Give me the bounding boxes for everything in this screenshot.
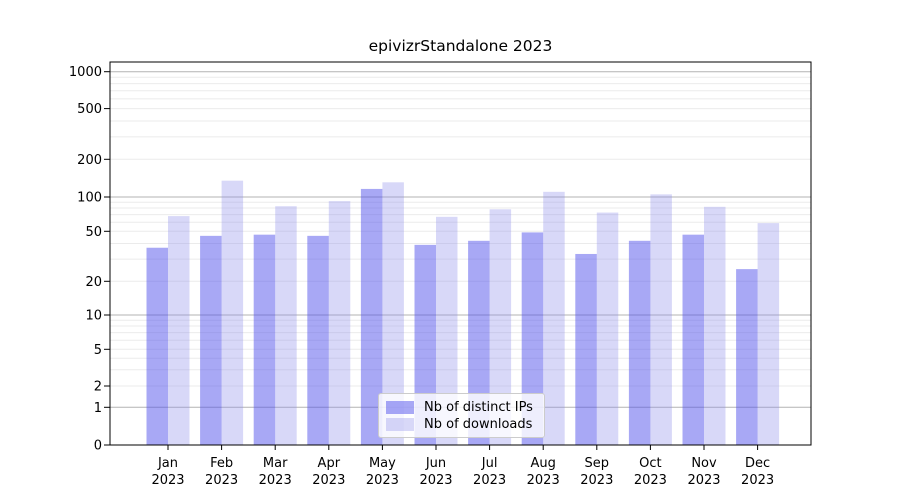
bar-mar-ips xyxy=(253,234,276,445)
x-tick-label-year: 2023 xyxy=(473,473,506,488)
legend-item-distinct-ips: Nb of distinct IPs xyxy=(386,399,536,415)
x-tick-label-month: Apr xyxy=(318,456,341,471)
y-tick-label: 500 xyxy=(77,102,102,117)
minor-gridlines xyxy=(110,76,811,387)
x-tick-label-year: 2023 xyxy=(580,473,613,488)
x-tick-label-year: 2023 xyxy=(419,473,452,488)
bar-may-downloads xyxy=(382,182,404,445)
bar-may-ips xyxy=(360,188,383,445)
y-tick-label: 1000 xyxy=(69,65,102,80)
bar-feb-ips xyxy=(200,235,222,445)
x-tick-label-year: 2023 xyxy=(687,473,720,488)
bar-mar-downloads xyxy=(275,206,297,445)
x-tick-label-year: 2023 xyxy=(205,473,238,488)
bar-jan-ips xyxy=(146,247,168,445)
legend-item-downloads: Nb of downloads xyxy=(386,416,536,432)
bar-feb-downloads xyxy=(221,180,244,445)
legend-label-distinct-ips: Nb of distinct IPs xyxy=(424,399,533,415)
bar-nov-ips xyxy=(682,234,704,445)
y-tick-label: 1 xyxy=(94,401,102,416)
bar-nov-downloads xyxy=(704,206,726,445)
series-downloads xyxy=(168,180,780,445)
x-tick-label-month: Oct xyxy=(639,456,661,471)
legend: Nb of distinct IPs Nb of downloads xyxy=(378,393,545,438)
x-tick-label-year: 2023 xyxy=(259,473,292,488)
legend-label-downloads: Nb of downloads xyxy=(424,416,533,432)
y-tick-label: 5 xyxy=(94,343,102,358)
x-tick-label-year: 2023 xyxy=(151,473,184,488)
bar-sep-ips xyxy=(575,253,597,445)
bar-apr-ips xyxy=(307,235,329,445)
y-tick-label: 20 xyxy=(85,275,102,290)
x-tick-label-month: Nov xyxy=(691,456,717,471)
bar-oct-ips xyxy=(628,240,651,445)
y-tick-label: 10 xyxy=(85,309,102,324)
bar-aug-downloads xyxy=(543,191,565,445)
x-tick-label-month: Jun xyxy=(425,456,446,471)
bar-sep-downloads xyxy=(596,212,619,445)
x-tick-label-month: May xyxy=(369,456,396,471)
x-tick-label-month: Dec xyxy=(745,456,770,471)
bar-jun-downloads xyxy=(436,216,458,445)
y-tick-label: 100 xyxy=(77,191,102,206)
y-tick-label: 0 xyxy=(94,439,102,454)
x-tick-label-year: 2023 xyxy=(312,473,345,488)
x-tick-label-month: Sep xyxy=(585,456,610,471)
bar-dec-ips xyxy=(736,269,758,445)
x-tick-label-month: Jan xyxy=(157,456,178,471)
bar-jul-downloads xyxy=(489,209,512,445)
bar-jan-downloads xyxy=(168,216,190,445)
x-tick-label-month: Mar xyxy=(263,456,288,471)
y-tick-label: 50 xyxy=(85,225,102,240)
y-tick-label: 2 xyxy=(94,380,102,395)
x-tick-label-year: 2023 xyxy=(634,473,667,488)
chart-title: epivizrStandalone 2023 xyxy=(368,37,553,55)
legend-swatch-downloads xyxy=(386,417,414,431)
y-tick-label: 200 xyxy=(77,153,102,168)
x-tick-label-month: Jul xyxy=(481,456,498,471)
axes-box xyxy=(109,61,812,446)
bar-dec-downloads xyxy=(757,223,780,445)
x-tick-label-year: 2023 xyxy=(366,473,399,488)
x-tick-label-month: Feb xyxy=(210,456,233,471)
bar-aug-ips xyxy=(521,232,544,445)
x-tick-label-year: 2023 xyxy=(527,473,560,488)
bar-oct-downloads xyxy=(650,194,672,445)
x-tick-label-month: Aug xyxy=(531,456,556,471)
legend-swatch-distinct-ips xyxy=(386,400,414,414)
x-tick-label-year: 2023 xyxy=(741,473,774,488)
bar-apr-downloads xyxy=(328,201,351,445)
